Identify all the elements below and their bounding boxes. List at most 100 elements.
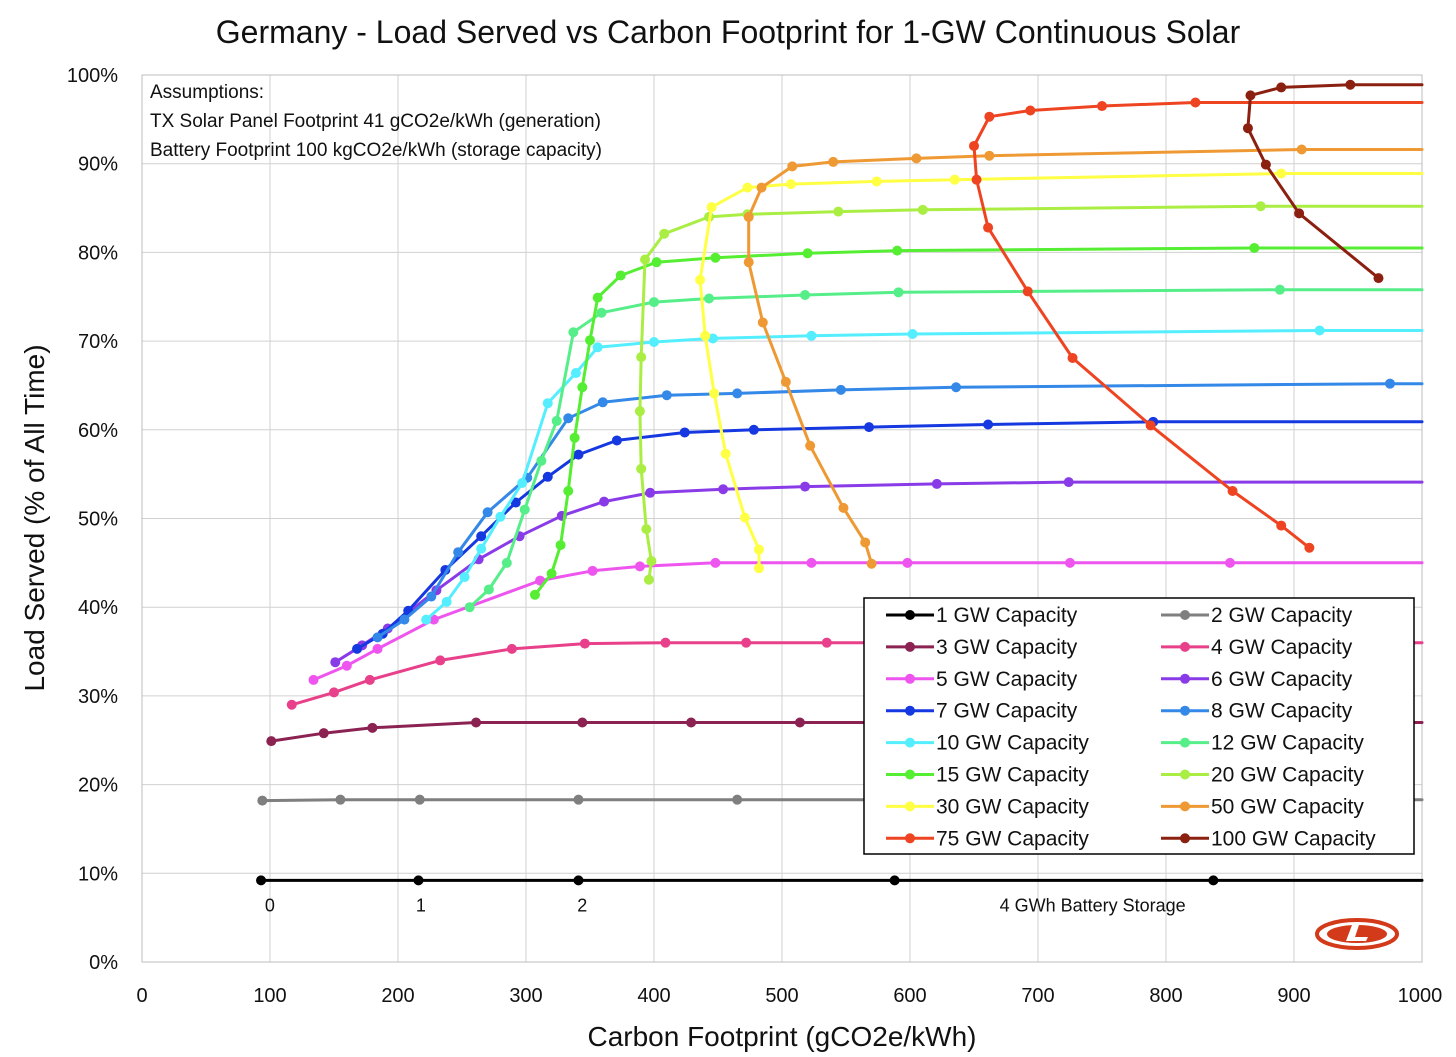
data-point xyxy=(615,270,626,281)
data-point xyxy=(707,333,718,344)
data-point xyxy=(753,563,764,574)
data-point xyxy=(330,657,341,668)
series-line xyxy=(638,204,1424,582)
data-point xyxy=(902,557,913,568)
x-tick-label: 0 xyxy=(136,985,147,1007)
data-point xyxy=(800,289,811,300)
data-point xyxy=(506,643,517,654)
legend-item: 1 GW Capacity xyxy=(886,604,1078,627)
y-tick-label: 60% xyxy=(78,420,118,442)
series-3-gw-capacity xyxy=(266,717,1424,747)
data-point xyxy=(710,557,721,568)
data-point xyxy=(753,544,764,555)
legend-marker xyxy=(905,705,915,716)
data-point xyxy=(536,455,547,466)
data-point xyxy=(983,419,994,430)
data-point xyxy=(1276,82,1287,93)
data-point xyxy=(1225,557,1235,568)
assumptions-note: Assumptions: TX Solar Panel Footprint 41 … xyxy=(150,82,602,161)
data-point xyxy=(367,722,378,733)
data-point xyxy=(1385,378,1395,389)
data-point xyxy=(636,463,647,474)
legend-marker xyxy=(1180,737,1190,748)
legend-item: 6 GW Capacity xyxy=(1161,668,1353,691)
data-point xyxy=(476,543,487,554)
data-point xyxy=(1067,352,1078,363)
data-point xyxy=(568,327,579,338)
data-point xyxy=(741,637,752,648)
data-point xyxy=(785,179,796,190)
data-point xyxy=(426,591,437,602)
data-point xyxy=(907,329,918,340)
data-point xyxy=(1242,123,1253,134)
data-point xyxy=(686,717,697,728)
x-tick-label: 200 xyxy=(381,985,414,1007)
legend-marker xyxy=(905,769,915,780)
data-point xyxy=(510,497,521,508)
data-point xyxy=(577,382,588,393)
legend-marker xyxy=(905,610,915,620)
y-tick-label: 10% xyxy=(78,863,118,885)
legend-marker xyxy=(905,673,915,684)
legend-label: 12 GW Capacity xyxy=(1211,732,1364,755)
legend-item: 20 GW Capacity xyxy=(1161,764,1364,787)
legend-label: 15 GW Capacity xyxy=(936,764,1089,787)
y-tick-label: 20% xyxy=(78,775,118,797)
data-point xyxy=(983,222,994,233)
data-point xyxy=(414,794,425,805)
data-point xyxy=(596,307,607,318)
legend-item: 10 GW Capacity xyxy=(886,732,1089,755)
assumption-line: Assumptions: xyxy=(150,82,264,103)
data-point xyxy=(636,352,647,363)
data-point xyxy=(866,558,877,569)
data-point xyxy=(984,150,995,161)
legend-marker xyxy=(905,801,915,812)
data-point xyxy=(573,875,584,886)
data-point xyxy=(860,537,871,548)
x-tick-label: 100 xyxy=(253,985,286,1007)
y-tick-label: 80% xyxy=(78,242,118,264)
data-point xyxy=(555,540,566,551)
series-7-gw-capacity xyxy=(352,416,1424,654)
series-line xyxy=(972,101,1424,550)
data-point xyxy=(573,449,584,460)
data-point xyxy=(459,572,470,583)
data-point xyxy=(1227,486,1238,497)
legend-label: 50 GW Capacity xyxy=(1211,795,1364,818)
data-point xyxy=(780,376,791,387)
data-point xyxy=(597,397,608,408)
data-point xyxy=(742,182,753,193)
data-point xyxy=(1304,542,1315,553)
series-line xyxy=(698,172,1424,570)
data-point xyxy=(1025,105,1036,116)
x-tick-label: 400 xyxy=(637,985,670,1007)
y-tick-label: 70% xyxy=(78,331,118,353)
legend-label: 7 GW Capacity xyxy=(936,700,1078,723)
data-point xyxy=(542,471,553,482)
data-point xyxy=(757,317,768,328)
x-tick-label: 1000 xyxy=(1398,985,1443,1007)
data-point xyxy=(984,111,995,122)
data-point xyxy=(634,561,645,572)
data-point xyxy=(743,211,754,222)
data-point xyxy=(743,257,754,268)
legend-marker xyxy=(905,833,915,844)
legend-item: 5 GW Capacity xyxy=(886,668,1078,691)
data-point xyxy=(892,245,903,256)
series-line xyxy=(376,382,1424,639)
data-point xyxy=(1274,284,1285,295)
data-point xyxy=(1314,325,1325,336)
series-30-gw-capacity xyxy=(695,168,1424,574)
series-4-gw-capacity xyxy=(286,637,1424,710)
data-point xyxy=(718,484,729,495)
data-point xyxy=(266,736,277,747)
series-75-gw-capacity xyxy=(969,97,1424,553)
data-point xyxy=(257,795,268,806)
x-tick-label: 600 xyxy=(893,985,926,1007)
data-point xyxy=(710,252,721,263)
data-point xyxy=(1260,159,1271,170)
data-point xyxy=(1276,168,1287,179)
data-point xyxy=(372,632,383,643)
series-10-gw-capacity xyxy=(421,325,1424,625)
legend-item: 50 GW Capacity xyxy=(1161,795,1364,818)
